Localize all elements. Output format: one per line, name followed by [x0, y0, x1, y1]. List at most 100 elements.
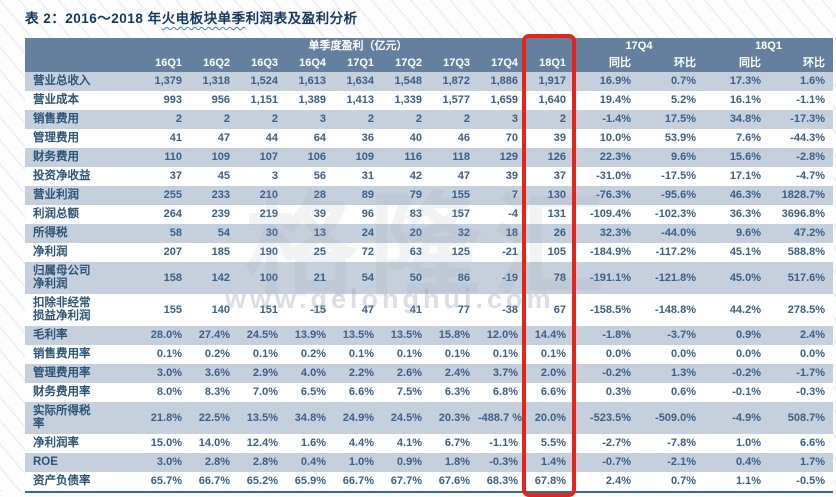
table-cell: 41 [142, 129, 190, 148]
row-label: ROE [25, 453, 142, 472]
table-cell: 32.3% [574, 224, 639, 243]
table-cell: 1.7% [769, 453, 834, 472]
table-cell: 3.7% [478, 364, 526, 383]
table-cell: 0.1% [526, 345, 574, 364]
table-cell: 264 [142, 205, 190, 224]
table-cell: 1,886 [478, 72, 526, 91]
table-cell: 24.5% [238, 326, 286, 345]
table-cell: 116 [382, 148, 430, 167]
table-cell: 6.6% [769, 434, 834, 453]
table-cell: 9.6% [704, 224, 770, 243]
table-cell: 36 [334, 129, 382, 148]
table-cell: 0.7% [639, 72, 705, 91]
table-cell: 210 [238, 186, 286, 205]
table-cell: 109 [190, 148, 238, 167]
table-cell: 110 [142, 148, 190, 167]
table-cell: 8.3% [190, 383, 238, 402]
table-cell: 1,524 [238, 72, 286, 91]
table-row: 销售费用 2 2 2 3 2 2 2 3 2 -1.4% 17.5% 34.8% -17.3% [25, 110, 834, 129]
table-cell: 54 [334, 262, 382, 294]
table-cell: 39 [478, 167, 526, 186]
table-cell: 28 [286, 186, 334, 205]
table-cell: 2.0% [526, 364, 574, 383]
table-cell: 0.3% [574, 383, 639, 402]
column-header-0: 16Q1 [142, 55, 190, 72]
table-title-highlight: 火电板块单季 [161, 11, 246, 26]
table-cell: 2.6% [382, 364, 430, 383]
table-cell: -1.7% [769, 364, 834, 383]
table-cell: -31.0% [574, 167, 639, 186]
table-cell: 32 [430, 224, 478, 243]
table-cell: -17.5% [639, 167, 705, 186]
row-label: 所得税 [25, 224, 142, 243]
table-cell: 15.8% [430, 326, 478, 345]
table-cell: 86 [430, 262, 478, 294]
quarterly-profit-table: 单季度盈利（亿元） 17Q4 18Q1 16Q1 16Q2 16Q3 16Q4 17Q1… [25, 34, 834, 497]
table-cell: 47.2% [769, 224, 834, 243]
row-label: 净利润 [25, 243, 142, 262]
table-cell: -0.1% [704, 383, 770, 402]
row-label: 营业利润 [25, 186, 142, 205]
table-cell: 1,548 [382, 72, 430, 91]
corner-cell [25, 55, 142, 72]
table-row: 净利润率 15.0% 14.0% 12.4% 1.6% 4.4% 4.1% 6.7% -1.1%… [25, 434, 834, 453]
table-cell: 155 [430, 186, 478, 205]
table-cell: -109.4% [574, 205, 639, 224]
table-cell: 107 [238, 148, 286, 167]
table-cell: 1828.7% [769, 186, 834, 205]
table-cell: 126 [526, 148, 574, 167]
table-row: 营业总收入 1,379 1,318 1,524 1,613 1,634 1,548 1,872… [25, 72, 834, 91]
table-cell: 17.5% [639, 110, 705, 129]
table-cell: 58 [142, 224, 190, 243]
table-cell: 2.2% [334, 364, 382, 383]
corner-cell [25, 38, 142, 55]
table-cell: -1.1% [478, 434, 526, 453]
table-cell: 0.1% [478, 345, 526, 364]
table-cell: -1.4% [574, 110, 639, 129]
table-cell: 1,379 [142, 72, 190, 91]
table-cell: 0.1% [430, 345, 478, 364]
table-cell: -158.5% [574, 294, 639, 326]
table-cell: 157 [430, 205, 478, 224]
column-header-7: 17Q4 [478, 55, 526, 72]
table-cell: 17.1% [704, 167, 770, 186]
table-cell: 14.0% [190, 434, 238, 453]
table-cell: 65.7% [142, 472, 190, 492]
table-cell: 219 [238, 205, 286, 224]
table-cell: 1,634 [334, 72, 382, 91]
table-cell: 1,659 [478, 91, 526, 110]
table-cell: 8.0% [142, 383, 190, 402]
table-cell: -19 [478, 262, 526, 294]
table-cell: 1.6% [286, 434, 334, 453]
group-header-18q1: 18Q1 [704, 38, 834, 55]
table-cell: 4.1% [382, 434, 430, 453]
table-cell: 6.6% [334, 383, 382, 402]
row-label: 资产负债率 [25, 472, 142, 492]
table-cell: 22.3% [574, 148, 639, 167]
table-cell: 6.7% [430, 434, 478, 453]
table-cell: 27.4% [190, 326, 238, 345]
table-cell: -2.1% [639, 453, 705, 472]
table-cell: 1,613 [286, 72, 334, 91]
table-cell: 67 [526, 294, 574, 326]
row-label: 实际所得税率 [25, 402, 142, 434]
row-label: 财务费用 [25, 148, 142, 167]
table-cell: 0.0% [769, 345, 834, 364]
table-row: 归属母公司净利润 158 142 100 21 54 50 86 -19 78 -191.1% -12… [25, 262, 834, 294]
table-cell: 46 [430, 129, 478, 148]
column-header-row: 16Q1 16Q2 16Q3 16Q4 17Q1 17Q2 17Q3 17Q4 18Q1 同比 环比… [25, 55, 834, 72]
table-cell: 89 [334, 186, 382, 205]
table-cell: 158 [142, 262, 190, 294]
table-cell: 68.3% [478, 472, 526, 492]
table-cell: 63 [382, 243, 430, 262]
table-cell: 64 [286, 129, 334, 148]
table-cell: 10.0% [574, 129, 639, 148]
table-cell: 0.1% [142, 345, 190, 364]
table-cell: -191.1% [574, 262, 639, 294]
table-cell: 0.7% [639, 472, 705, 492]
table-cell: 0.9% [704, 326, 770, 345]
table-cell: 0.2% [286, 345, 334, 364]
row-label: 营业成本 [25, 91, 142, 110]
column-header-4: 17Q1 [334, 55, 382, 72]
table-cell: -15 [286, 294, 334, 326]
